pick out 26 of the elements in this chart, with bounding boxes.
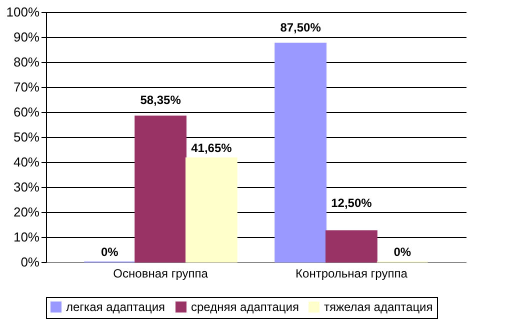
legend-label: легкая адаптация xyxy=(66,300,166,314)
bar xyxy=(134,116,186,262)
legend-label: средняя адаптация xyxy=(191,300,299,314)
y-tick-label: 90% xyxy=(13,30,40,44)
data-label: 0% xyxy=(100,245,119,259)
y-tick-label: 60% xyxy=(13,104,40,120)
x-tick-label: Контрольная группа xyxy=(296,266,408,280)
bar xyxy=(274,42,326,262)
y-tick-label: 80% xyxy=(13,54,40,70)
y-tick-label: 70% xyxy=(13,80,40,94)
data-label: 0% xyxy=(394,245,412,259)
data-label: 87,50% xyxy=(280,20,322,34)
data-label: 12,50% xyxy=(331,196,372,210)
y-tick-label: 30% xyxy=(13,180,40,194)
y-tick-label: 100% xyxy=(6,4,40,20)
y-tick-label: 40% xyxy=(13,154,40,170)
x-tick-label: Основная группа xyxy=(113,266,208,280)
y-tick-label: 10% xyxy=(13,230,40,244)
y-tick-label: 20% xyxy=(13,204,40,220)
legend-label: тяжелая адаптация xyxy=(324,300,433,314)
data-label: 41,65% xyxy=(191,140,232,155)
data-label: 58,35% xyxy=(140,93,182,108)
y-tick-label: 50% xyxy=(13,130,40,144)
bar xyxy=(326,230,378,262)
y-tick-label: 0% xyxy=(20,254,40,270)
bar xyxy=(186,157,238,262)
